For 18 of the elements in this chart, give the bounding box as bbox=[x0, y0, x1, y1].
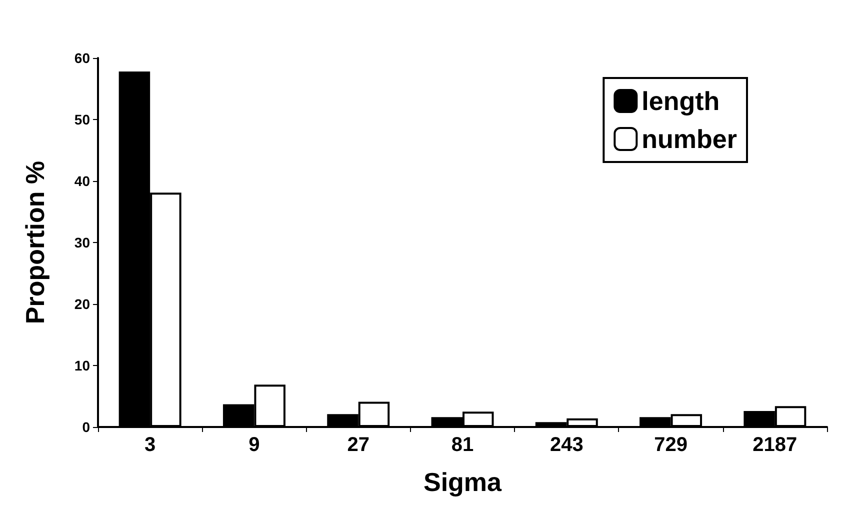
x-tick-label: 27 bbox=[347, 434, 370, 456]
x-axis-title: Sigma bbox=[423, 467, 502, 497]
x-tick-label: 243 bbox=[550, 434, 584, 456]
y-tick-label: 20 bbox=[74, 296, 90, 312]
y-tick-label: 0 bbox=[82, 419, 90, 435]
x-tick-label: 729 bbox=[654, 434, 688, 456]
y-tick-label: 60 bbox=[74, 50, 90, 66]
y-tick-label: 50 bbox=[74, 112, 90, 128]
x-tick-label: 2187 bbox=[752, 434, 798, 456]
legend-label: number bbox=[642, 124, 737, 154]
y-tick-label: 30 bbox=[74, 234, 90, 250]
x-tick-label: 9 bbox=[248, 434, 260, 456]
y-tick-label: 10 bbox=[74, 358, 90, 374]
legend-label: length bbox=[642, 86, 720, 116]
y-tick-label: 40 bbox=[74, 173, 90, 189]
x-tick-label: 3 bbox=[144, 434, 156, 456]
x-tick-label: 81 bbox=[451, 434, 474, 456]
y-axis-title: Proportion % bbox=[20, 160, 50, 324]
